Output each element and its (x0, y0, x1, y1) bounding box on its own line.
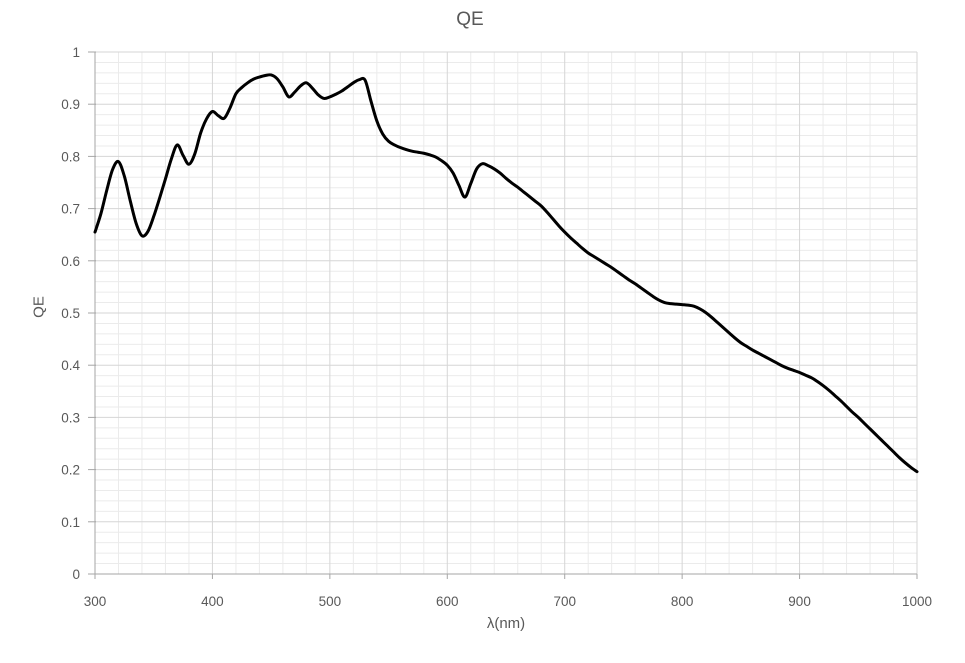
y-tick-label: 0.8 (61, 149, 80, 164)
y-tick-label: 0.3 (61, 410, 80, 425)
x-tick-label: 900 (788, 594, 811, 609)
x-axis-title: λ(nm) (486, 615, 526, 632)
x-tick-label: 800 (671, 594, 694, 609)
major-gridlines (95, 51, 918, 574)
x-tick-label: 600 (436, 594, 459, 609)
y-axis-title: QE (30, 296, 48, 318)
y-tick-label: 0 (72, 567, 80, 582)
qe-curve (93, 73, 919, 474)
x-tick-label: 500 (319, 594, 342, 609)
tick-labels: 300 400 500 600 700 800 900 1000 0 0.1 0.2 0.3 0.4 0.… (61, 45, 932, 609)
y-tick-label: 0.2 (61, 463, 80, 478)
y-tick-label: 0.6 (61, 254, 80, 269)
x-tick-label: 400 (201, 594, 224, 609)
y-tick-label: 1 (72, 45, 80, 60)
x-tick-label: 700 (553, 594, 576, 609)
y-tick-label: 0.1 (61, 515, 80, 530)
x-tick-label: 300 (84, 594, 107, 609)
y-tick-label: 0.5 (61, 306, 80, 321)
y-tick-label: 0.9 (61, 97, 80, 112)
axes (88, 51, 918, 579)
chart-title: QE (456, 9, 484, 30)
y-tick-label: 0.7 (61, 202, 80, 217)
y-tick-label: 0.4 (61, 358, 80, 373)
x-tick-label: 1000 (902, 594, 932, 609)
